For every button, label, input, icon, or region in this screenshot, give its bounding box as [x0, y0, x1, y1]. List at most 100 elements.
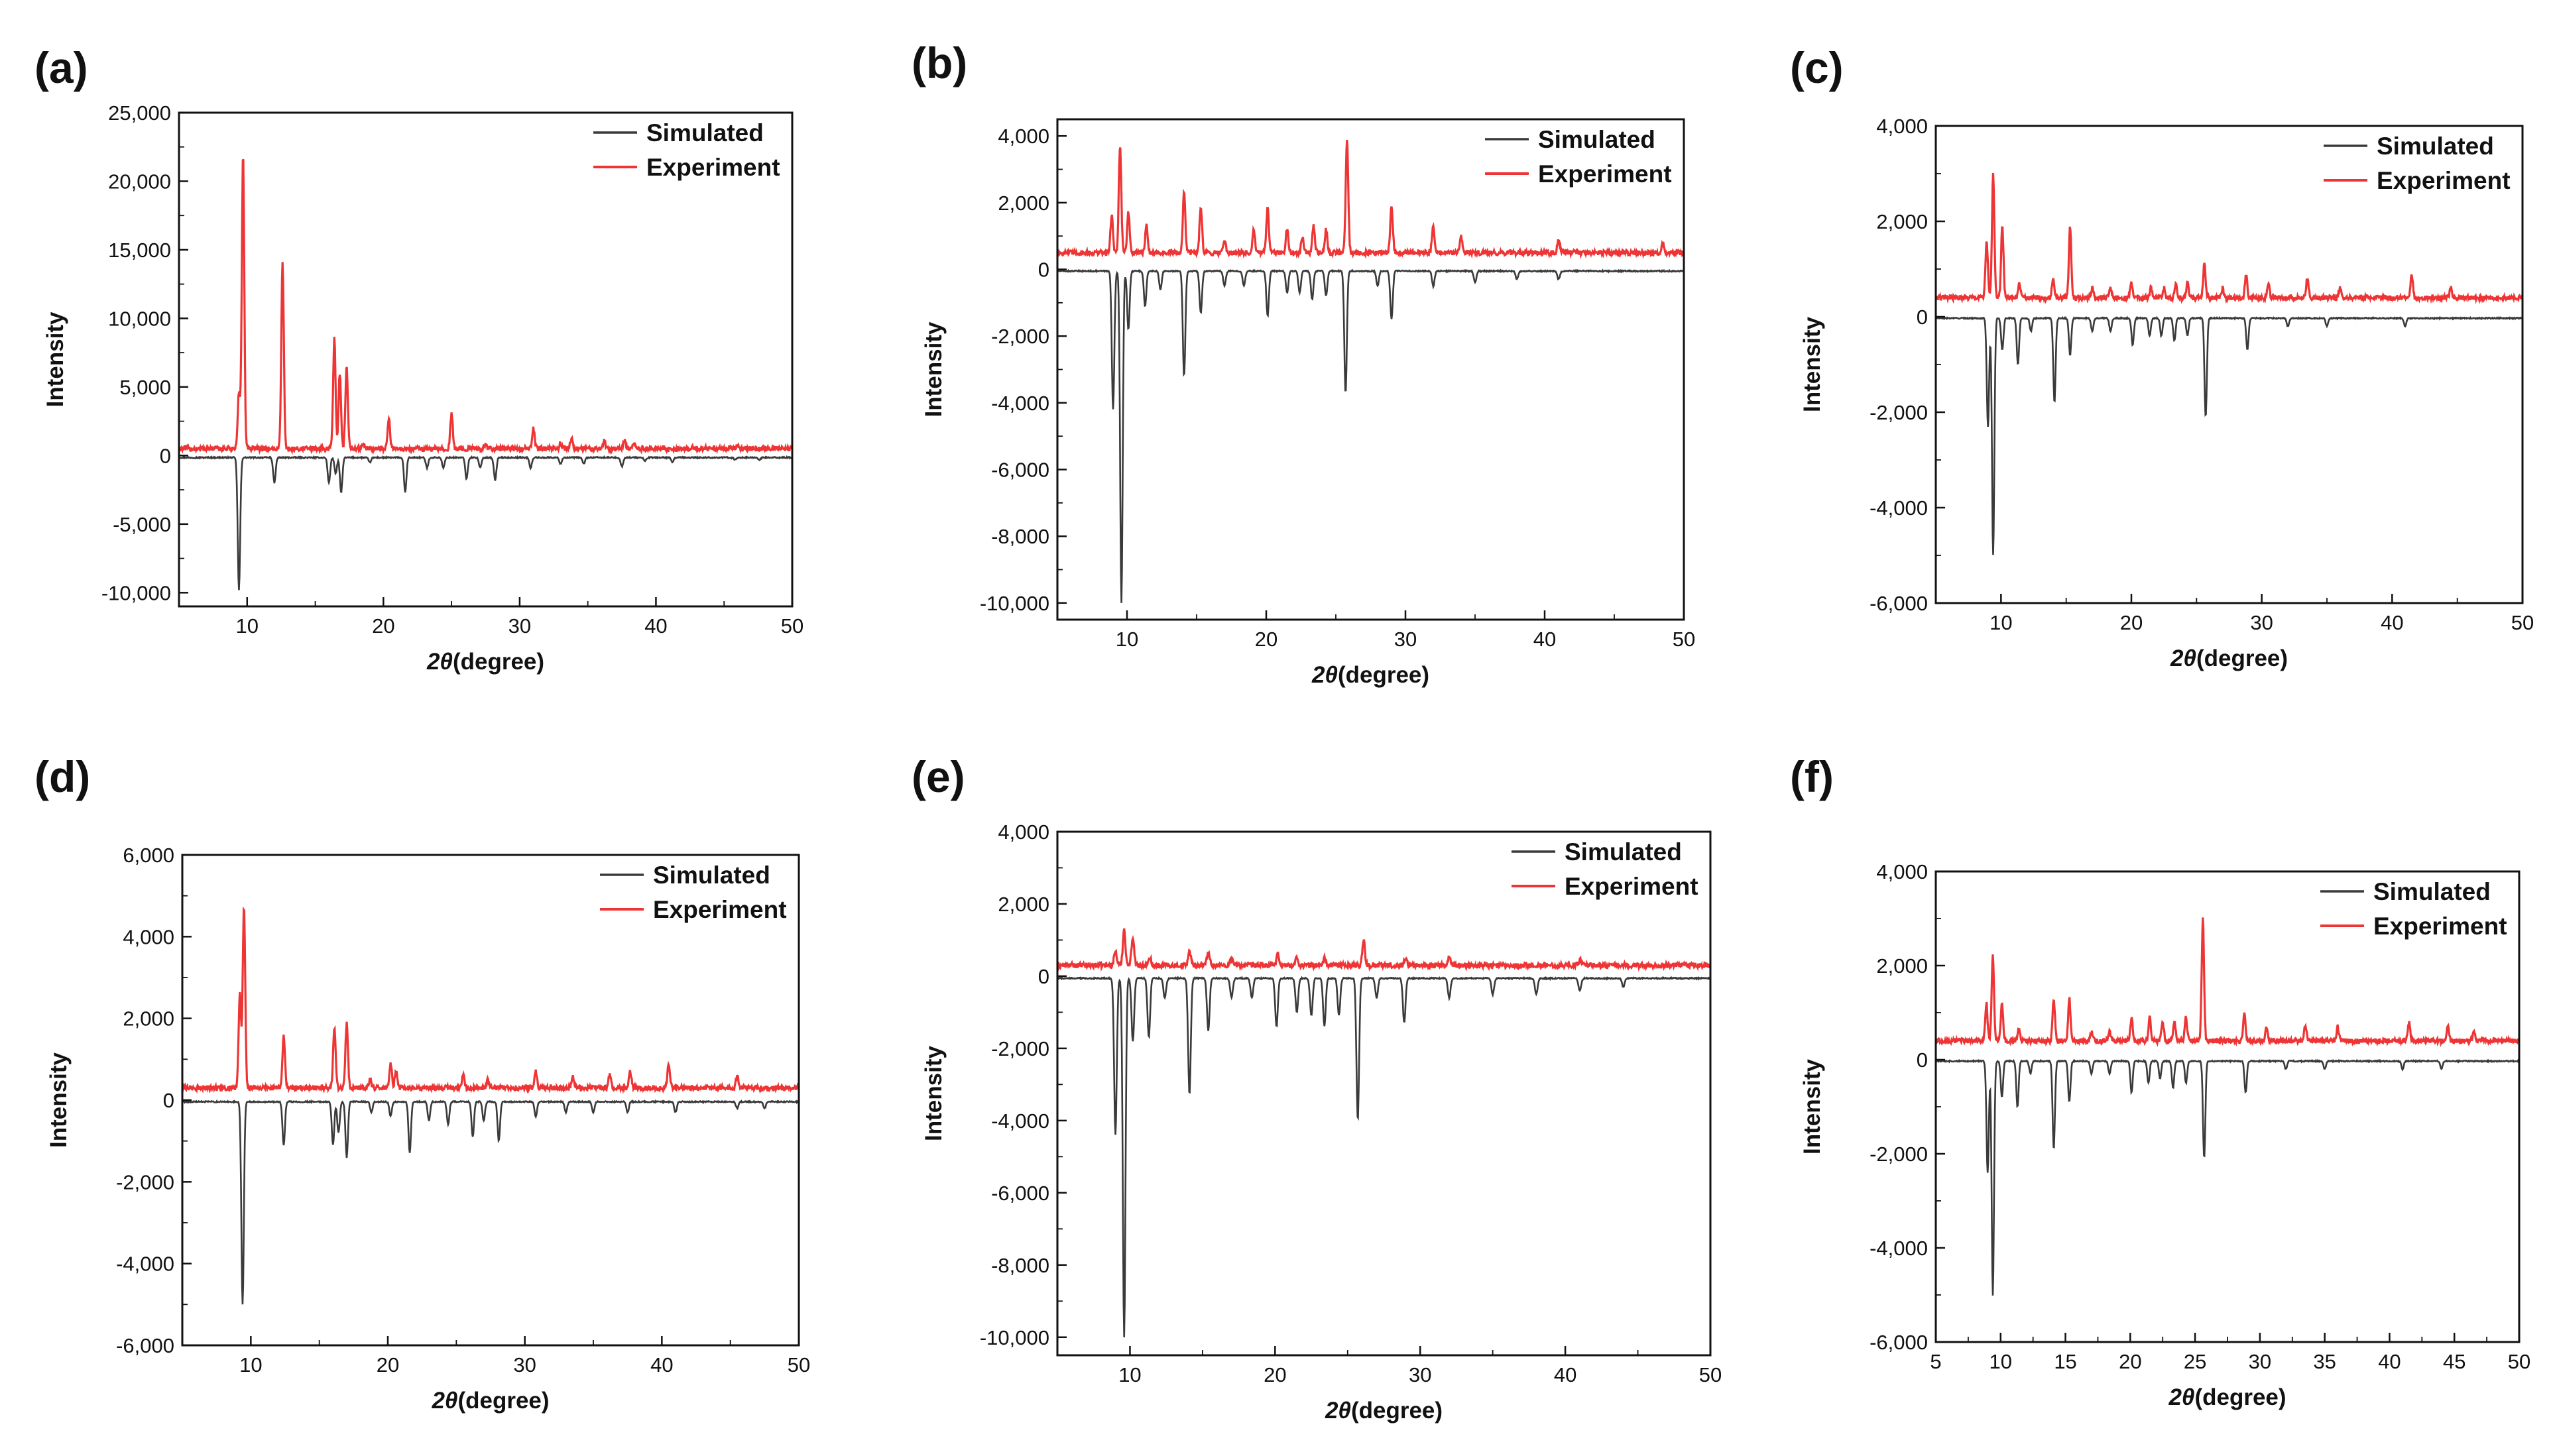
x-tick-label: 40: [650, 1353, 673, 1376]
x-tick-label: 50: [781, 614, 803, 638]
plot-frame: [1056, 118, 1685, 621]
x-axis-title-unit: (degree): [457, 1388, 549, 1414]
x-axis-title-unit: (degree): [1351, 1398, 1443, 1424]
panel-label: (d): [34, 752, 90, 801]
x-tick-label: 25: [2184, 1350, 2206, 1373]
y-tick-label: -5,000: [113, 513, 171, 536]
y-axis-title: Intensity: [46, 1052, 72, 1148]
y-tick-label: 2,000: [1876, 210, 1928, 233]
x-tick-label: 30: [1409, 1363, 1431, 1386]
y-tick-label: 2,000: [123, 1007, 174, 1031]
x-axis-title-unit: (degree): [453, 649, 544, 675]
series-line-experiment: [182, 906, 799, 1094]
legend-label-simulated: Simulated: [653, 862, 770, 889]
series-line-simulated: [1057, 976, 1710, 1337]
y-tick-label: 4,000: [1876, 115, 1928, 138]
x-axis-title-unit: (degree): [2196, 645, 2288, 671]
y-tick-label: -8,000: [991, 525, 1049, 548]
y-tick-label: 0: [1917, 306, 1928, 329]
y-tick-label: 0: [1917, 1048, 1928, 1072]
y-axis-title: Intensity: [921, 321, 947, 417]
y-tick-label: 4,000: [123, 925, 174, 948]
panel-label: (e): [912, 752, 965, 801]
y-tick-label: -10,000: [980, 592, 1049, 615]
y-tick-label: 0: [163, 1089, 174, 1112]
y-tick-label: -2,000: [116, 1170, 174, 1194]
x-axis-title: 2θ(degree): [2168, 1384, 2286, 1410]
x-axis-title-unit: (degree): [1338, 662, 1429, 688]
x-axis-title: 2θ(degree): [2170, 645, 2288, 671]
x-axis-title-unit: (degree): [2194, 1384, 2286, 1410]
x-tick-label: 30: [1394, 628, 1417, 651]
legend-label-experiment: Experiment: [2373, 913, 2507, 940]
panel-label: (a): [34, 43, 88, 92]
chart-panel-d: (d) 10 20 30 40 50 6,000 4,000 2,000 0 -2,000 -4,00…: [34, 752, 810, 1414]
x-tick-label: 20: [1255, 628, 1277, 651]
y-tick-label: 6,000: [123, 844, 174, 867]
y-tick-label: 4,000: [998, 125, 1049, 148]
x-tick-label: 40: [644, 614, 667, 638]
y-tick-label: 0: [160, 444, 171, 467]
x-tick-label: 50: [2508, 1350, 2530, 1373]
y-axis-title: Intensity: [1799, 317, 1825, 412]
x-axis-title: 2θ(degree): [1325, 1398, 1443, 1424]
x-tick-label: 10: [1989, 611, 2012, 634]
plot-frame: [1934, 125, 2524, 604]
y-tick-label: 2,000: [998, 192, 1049, 215]
series-line-experiment: [1057, 140, 1684, 260]
y-tick-label: -4,000: [1870, 496, 1928, 520]
y-tick-label: -6,000: [991, 459, 1049, 482]
x-tick-label: 30: [513, 1353, 536, 1376]
legend-label-simulated: Simulated: [1565, 838, 1682, 866]
y-tick-label: -8,000: [991, 1254, 1049, 1277]
y-tick-label: 4,000: [998, 820, 1049, 844]
series-line-experiment: [1057, 928, 1710, 972]
chart-panel-c: (c) 10 20 30 40 50 4,000 2,000 0 -2,000 -4,000 -6,0…: [1790, 43, 2534, 671]
y-tick-label: -2,000: [1870, 401, 1928, 424]
x-tick-label: 40: [1533, 628, 1556, 651]
series-line-experiment: [1936, 173, 2523, 305]
x-tick-label: 45: [2443, 1350, 2465, 1373]
legend-label-simulated: Simulated: [1538, 126, 1655, 153]
x-tick-label: 10: [1989, 1350, 2012, 1373]
panel-label: (b): [912, 38, 967, 87]
chart-panel-f: (f) 5 10 15 20 25 30 35 40 45 50 4,000 2,000 0 -2,000 -…: [1790, 752, 2530, 1410]
x-tick-label: 50: [788, 1353, 810, 1376]
legend-label-experiment: Experiment: [1565, 873, 1698, 900]
y-tick-label: 20,000: [108, 170, 171, 193]
y-tick-label: 2,000: [998, 893, 1049, 916]
x-tick-label: 10: [1118, 1363, 1141, 1386]
y-tick-label: 25,000: [108, 101, 171, 125]
y-axis-title: Intensity: [921, 1046, 947, 1141]
y-tick-label: -2,000: [991, 325, 1049, 348]
plot-frame: [181, 854, 800, 1347]
x-tick-label: 50: [1699, 1363, 1722, 1386]
y-tick-label: -6,000: [991, 1182, 1049, 1205]
legend-label-simulated: Simulated: [646, 119, 764, 146]
plot-frame: [1056, 830, 1712, 1357]
panel-label: (f): [1790, 752, 1834, 801]
x-axis-title-symbol: 2θ: [2168, 1384, 2194, 1410]
y-tick-label: -10,000: [101, 581, 171, 604]
x-axis-title-symbol: 2θ: [2170, 645, 2196, 671]
y-tick-label: -6,000: [1870, 1331, 1928, 1354]
legend-label-experiment: Experiment: [1538, 160, 1672, 188]
y-tick-label: -2,000: [1870, 1143, 1928, 1166]
y-tick-label: -4,000: [116, 1253, 174, 1276]
y-tick-label: -4,000: [1870, 1237, 1928, 1260]
y-tick-label: 0: [1038, 258, 1049, 282]
x-axis-title-symbol: 2θ: [1311, 662, 1338, 688]
chart-panel-a: (a) 10 20 30 40 50 25,000 20,000 15,000 10,000 5,0…: [34, 43, 803, 675]
x-tick-label: 40: [2381, 611, 2403, 634]
x-axis-title-symbol: 2θ: [431, 1388, 457, 1414]
x-tick-label: 5: [1930, 1350, 1941, 1373]
y-tick-label: 10,000: [108, 307, 171, 330]
plot-frame: [1934, 870, 2521, 1343]
legend-label-simulated: Simulated: [2373, 878, 2491, 905]
legend-label-experiment: Experiment: [653, 896, 787, 923]
y-tick-label: 5,000: [119, 376, 171, 399]
series-line-experiment: [179, 158, 792, 455]
x-axis-title-symbol: 2θ: [1325, 1398, 1351, 1424]
x-tick-label: 10: [1116, 628, 1138, 651]
series-line-experiment: [1936, 917, 2519, 1048]
